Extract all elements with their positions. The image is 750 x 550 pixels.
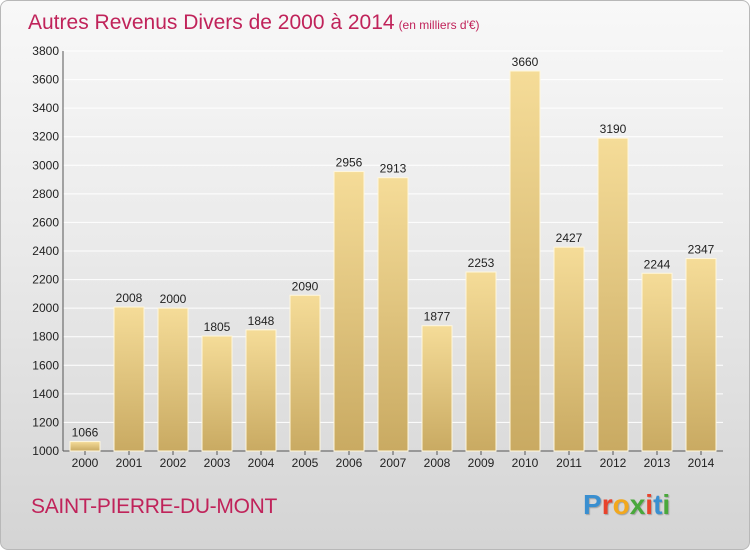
x-tick-label: 2005 bbox=[292, 456, 319, 470]
bar bbox=[69, 441, 101, 452]
data-label: 1848 bbox=[248, 314, 275, 328]
y-tick-label: 2600 bbox=[32, 215, 59, 229]
bar bbox=[201, 335, 233, 452]
data-label: 2253 bbox=[468, 256, 495, 270]
proxiti-logo: Proxiti bbox=[583, 489, 670, 521]
x-tick-label: 2004 bbox=[248, 456, 275, 470]
bar bbox=[245, 329, 277, 452]
x-tick-label: 2007 bbox=[380, 456, 407, 470]
y-tick-label: 2200 bbox=[32, 273, 59, 287]
bar bbox=[509, 70, 541, 452]
y-tick-label: 1600 bbox=[32, 358, 59, 372]
data-label: 2244 bbox=[644, 257, 671, 271]
x-tick-label: 2010 bbox=[512, 456, 539, 470]
x-tick-label: 2014 bbox=[688, 456, 715, 470]
y-tick-label: 3600 bbox=[32, 73, 59, 87]
y-tick-label: 3200 bbox=[32, 130, 59, 144]
y-tick-label: 2400 bbox=[32, 244, 59, 258]
y-tick-label: 2800 bbox=[32, 187, 59, 201]
bar bbox=[333, 171, 365, 452]
bar bbox=[685, 258, 717, 452]
x-tick-label: 2000 bbox=[72, 456, 99, 470]
data-label: 3190 bbox=[600, 122, 627, 136]
y-tick-label: 3000 bbox=[32, 158, 59, 172]
y-tick-label: 1400 bbox=[32, 387, 59, 401]
chart-title-main: Autres Revenus Divers de 2000 à 2014 bbox=[28, 11, 395, 34]
bar bbox=[157, 307, 189, 452]
x-tick-label: 2013 bbox=[644, 456, 671, 470]
x-tick-label: 2006 bbox=[336, 456, 363, 470]
chart-title: Autres Revenus Divers de 2000 à 2014 (en … bbox=[28, 11, 480, 35]
x-tick-label: 2012 bbox=[600, 456, 627, 470]
bar bbox=[553, 246, 585, 452]
data-label: 2000 bbox=[160, 292, 187, 306]
bar bbox=[377, 177, 409, 452]
logo-letter: i bbox=[662, 489, 671, 520]
y-tick-label: 3400 bbox=[32, 101, 59, 115]
y-tick-label: 2000 bbox=[32, 301, 59, 315]
data-label: 2427 bbox=[556, 231, 583, 245]
chart-subtitle: (en milliers d'€) bbox=[398, 18, 480, 32]
logo-letter: P bbox=[583, 489, 602, 520]
logo-letter: x bbox=[629, 489, 646, 520]
x-tick-label: 2001 bbox=[116, 456, 143, 470]
data-label: 2008 bbox=[116, 291, 143, 305]
y-tick-label: 1800 bbox=[32, 330, 59, 344]
logo-letter: i bbox=[645, 489, 654, 520]
x-tick-label: 2009 bbox=[468, 456, 495, 470]
y-tick-label: 1000 bbox=[32, 444, 59, 458]
data-label: 1805 bbox=[204, 320, 231, 334]
x-tick-label: 2003 bbox=[204, 456, 231, 470]
data-label: 1877 bbox=[424, 310, 451, 324]
y-tick-label: 1200 bbox=[32, 415, 59, 429]
x-tick-label: 2002 bbox=[160, 456, 187, 470]
x-tick-label: 2008 bbox=[424, 456, 451, 470]
bar bbox=[421, 325, 453, 452]
data-label: 2913 bbox=[380, 162, 407, 176]
data-label: 1066 bbox=[72, 426, 99, 440]
data-label: 3660 bbox=[512, 55, 539, 69]
logo-letter: t bbox=[653, 489, 663, 520]
data-label: 2347 bbox=[688, 243, 715, 257]
x-tick-label: 2011 bbox=[556, 456, 582, 470]
bar bbox=[465, 271, 497, 452]
y-tick-label: 3800 bbox=[32, 44, 59, 58]
data-label: 2956 bbox=[336, 156, 363, 170]
bar bbox=[289, 294, 321, 452]
logo-letter: o bbox=[612, 489, 630, 520]
data-label: 2090 bbox=[292, 279, 319, 293]
bar bbox=[641, 272, 673, 452]
logo-letter: r bbox=[601, 489, 613, 520]
location-label: SAINT-PIERRE-DU-MONT bbox=[31, 495, 278, 518]
bar bbox=[113, 306, 145, 452]
bar bbox=[597, 137, 629, 452]
